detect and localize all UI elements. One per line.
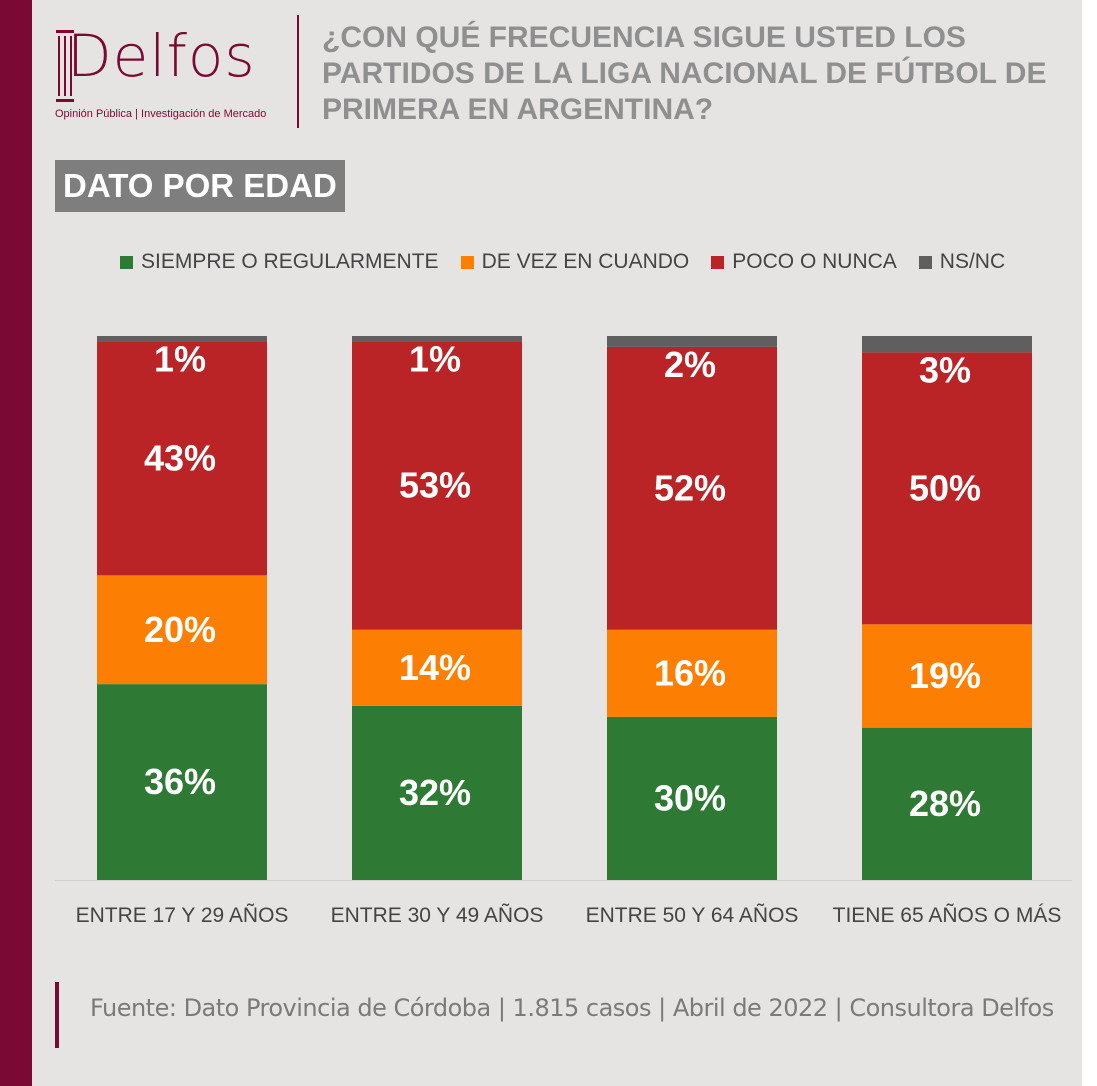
data-label: 43% [144, 437, 216, 478]
left-brand-band [0, 0, 32, 1086]
category-label: TIENE 65 AÑOS O MÁS [833, 903, 1062, 927]
legend-item: DE VEZ EN CUANDO [460, 250, 690, 274]
category-label: ENTRE 30 Y 49 AÑOS [331, 903, 544, 927]
delfos-logo: Delfos Opinión Pública | Investigación d… [55, 18, 280, 128]
data-label: 14% [399, 647, 471, 688]
data-label: 3% [919, 349, 971, 390]
legend-label: POCO O NUNCA [732, 250, 897, 273]
data-label: 50% [909, 467, 981, 508]
data-label: 53% [399, 465, 471, 506]
data-label: 36% [144, 761, 216, 802]
column-logo-icon [56, 30, 74, 102]
bar-segment [352, 705, 522, 880]
bar-segment [607, 336, 777, 347]
bar-segment [607, 716, 777, 880]
category-label: ENTRE 17 Y 29 AÑOS [76, 903, 289, 927]
title-separator [297, 15, 299, 128]
legend-swatch [460, 255, 474, 269]
footer-accent-bar [55, 982, 59, 1048]
legend-item: POCO O NUNCA [711, 250, 897, 274]
section-badge: DATO POR EDAD [55, 160, 345, 212]
logo-subtitle: Opinión Pública | Investigación de Merca… [55, 108, 267, 120]
legend-label: SIEMPRE O REGULARMENTE [141, 250, 439, 273]
bar-segment [862, 352, 1032, 625]
page-title: ¿CON QUÉ FRECUENCIA SIGUE USTED LOS PART… [322, 21, 1047, 126]
data-label: 32% [399, 772, 471, 813]
legend-swatch [918, 255, 932, 269]
legend-swatch [711, 255, 725, 269]
stacked-bar-chart: 36% 20% 43% 1% ENTRE 17 Y 29 AÑOS 32% 14% 53% 1%… [55, 336, 1072, 927]
bar-segment [97, 341, 267, 576]
data-label: 30% [654, 777, 726, 818]
bar-segment [607, 629, 777, 717]
data-label: 20% [144, 609, 216, 650]
bar-segment [352, 341, 522, 630]
legend-swatch [120, 255, 133, 269]
logo-wordmark: Delfos [67, 22, 256, 90]
source-footnote: Fuente: Dato Provincia de Córdoba | 1.81… [90, 994, 1054, 1022]
bar-segment [352, 336, 522, 342]
legend-item: NS/NC [918, 250, 1006, 274]
bar-segment [97, 575, 267, 685]
chart-legend: SIEMPRE O REGULARMENTE DE VEZ EN CUANDO … [120, 250, 1027, 274]
bar-segment [97, 684, 267, 880]
data-label: 28% [909, 783, 981, 824]
category-label: ENTRE 50 Y 64 AÑOS [586, 903, 799, 927]
data-label: 19% [909, 655, 981, 696]
bar-segment [862, 624, 1032, 728]
bar-segment [607, 346, 777, 630]
legend-label: DE VEZ EN CUANDO [481, 250, 690, 273]
bar-segment [352, 629, 522, 706]
bar-segment [97, 336, 267, 342]
bar-segment [862, 336, 1032, 353]
bar-segment [862, 727, 1032, 880]
data-label: 2% [664, 344, 716, 385]
data-label: 16% [654, 652, 726, 693]
data-label: 52% [654, 467, 726, 508]
data-label: 1% [154, 338, 206, 379]
data-label: 1% [409, 338, 461, 379]
legend-item: SIEMPRE O REGULARMENTE [120, 250, 439, 274]
legend-label: NS/NC [939, 250, 1006, 273]
